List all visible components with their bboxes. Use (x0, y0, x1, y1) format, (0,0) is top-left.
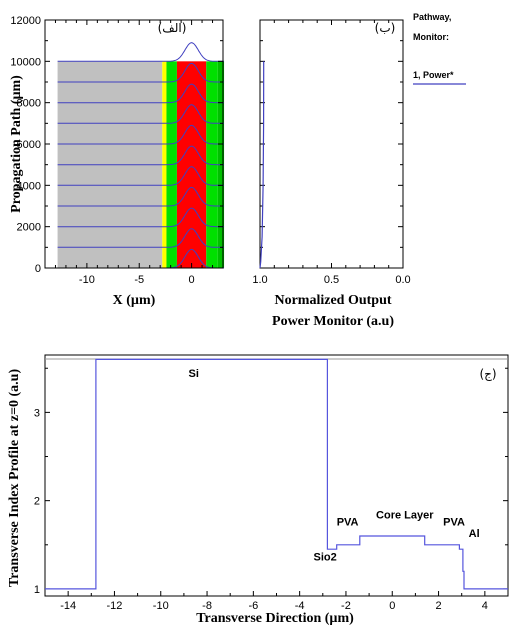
c-xtick-label-4: -6 (248, 600, 258, 612)
a-xtick-label-1: -5 (134, 274, 144, 286)
a-ytick-label-6: 12000 (10, 15, 41, 27)
a-y-axis-title: Propagation Path (µm) (9, 75, 24, 213)
a-ytick-label-4: 8000 (17, 98, 41, 110)
panel-b-chart: 1.0 0.5 0.0 (ب) Normalized Output Power Mo… (252, 12, 466, 329)
b-legend: Pathway, Monitor: 1, Power* (413, 12, 466, 85)
c-xtick-label-5: -4 (295, 600, 305, 612)
a-profile-4 (57, 166, 224, 186)
c-series-line (45, 358, 508, 590)
c-annotations: Si Sio2 PVA Core Layer PVA Al (189, 368, 480, 564)
c-ytick-label-2: 3 (34, 407, 40, 419)
a-xtick-label-0: -10 (79, 274, 95, 286)
c-annotation-3: Core Layer (376, 509, 434, 521)
panel-c-chart: -14 -12 -10 -8 -6 -4 -2 0 2 4 1 2 3 Si Sio2 PVA Core La… (7, 354, 509, 625)
a-ytick-label-0: 0 (35, 263, 41, 275)
c-annotation-5: Al (469, 528, 480, 540)
b-x-axis-title-line2: Power Monitor (a.u) (272, 314, 394, 329)
c-xtick-label-0: -14 (60, 600, 76, 612)
c-ytick-label-1: 2 (34, 496, 40, 508)
a-profile-8 (57, 83, 224, 104)
a-profile-1 (57, 228, 224, 248)
b-xtick-label-0: 1.0 (252, 274, 267, 286)
a-field-profiles (57, 42, 224, 269)
a-region-3 (176, 61, 207, 269)
c-xtick-label-9: 4 (482, 600, 488, 612)
a-x-axis-title: X (µm) (113, 293, 156, 308)
a-profile-6 (57, 124, 224, 145)
a-ytick-label-2: 4000 (17, 180, 41, 192)
c-xtick-label-6: -2 (341, 600, 351, 612)
c-annotation-0: Si (189, 368, 199, 380)
c-xtick-label-7: 0 (389, 600, 395, 612)
c-xtick-label-2: -10 (153, 600, 169, 612)
c-xtick-label-8: 2 (435, 600, 441, 612)
a-panel-label: (الف) (158, 21, 187, 35)
b-plot-frame (259, 19, 404, 269)
a-ticks: 0 2000 4000 6000 8000 10000 12000 -10 -5 0 (10, 15, 223, 286)
a-profile-3 (57, 186, 224, 207)
a-profile-7 (57, 104, 224, 124)
b-panel-label: (ب) (375, 21, 396, 35)
b-legend-title-1: Pathway, (413, 12, 451, 22)
b-series-line (259, 61, 265, 269)
a-profile-9 (57, 62, 224, 83)
c-annotation-1: Sio2 (314, 552, 337, 564)
b-legend-title-2: Monitor: (413, 32, 449, 42)
c-annotation-4: PVA (443, 516, 465, 528)
c-xtick-label-1: -12 (106, 600, 122, 612)
c-ytick-label-0: 1 (34, 584, 40, 596)
a-ytick-label-5: 10000 (10, 56, 41, 68)
c-annotation-2: PVA (337, 516, 359, 528)
b-legend-entry: 1, Power* (413, 70, 454, 80)
c-plot-frame (44, 354, 509, 597)
a-profile-5 (57, 145, 224, 166)
c-xtick-label-3: -8 (202, 600, 212, 612)
c-y-axis-title: Transverse Index Profile at z=0 (a.u) (7, 369, 22, 588)
a-xtick-label-2: 0 (189, 274, 195, 286)
a-profile-2 (57, 207, 224, 228)
b-x-axis-title-line1: Normalized Output (274, 293, 391, 308)
c-x-axis-title: Transverse Direction (µm) (196, 611, 354, 625)
b-ticks: 1.0 0.5 0.0 (252, 19, 411, 286)
c-ticks: -14 -12 -10 -8 -6 -4 -2 0 2 4 1 2 3 (34, 367, 509, 612)
a-ytick-label-1: 2000 (17, 222, 41, 234)
b-xtick-label-2: 0.0 (395, 274, 410, 286)
a-ytick-label-3: 6000 (17, 139, 41, 151)
c-panel-label: (ج) (479, 367, 496, 381)
b-xtick-label-1: 0.5 (324, 274, 339, 286)
a-profile-10 (57, 42, 224, 62)
